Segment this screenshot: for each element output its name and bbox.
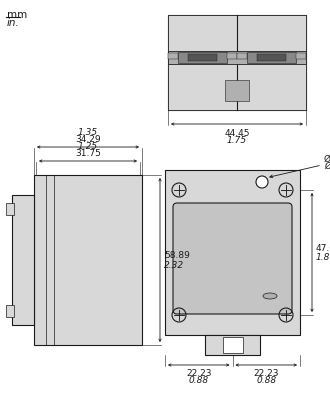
Text: 2.32: 2.32: [164, 260, 184, 270]
Text: 22.23: 22.23: [186, 369, 212, 378]
FancyBboxPatch shape: [173, 203, 292, 314]
Bar: [187, 54, 217, 62]
Bar: [178, 52, 227, 63]
Bar: [6, 305, 14, 317]
Bar: [168, 51, 306, 64]
Text: 58.89: 58.89: [164, 252, 190, 260]
Text: 22.23: 22.23: [253, 369, 279, 378]
Text: 0.88: 0.88: [256, 376, 276, 385]
Bar: [6, 203, 14, 215]
Bar: [168, 15, 306, 110]
Bar: [168, 15, 237, 51]
Bar: [165, 170, 300, 335]
Bar: [168, 64, 237, 110]
Text: Ø0.19: Ø0.19: [324, 162, 330, 171]
Bar: [237, 64, 306, 110]
Bar: [247, 52, 296, 63]
Text: 47.6: 47.6: [316, 244, 330, 253]
Text: 44.45: 44.45: [224, 129, 250, 138]
Bar: [168, 54, 178, 59]
Text: 34.29: 34.29: [75, 135, 101, 144]
Bar: [34, 175, 142, 345]
Bar: [222, 337, 243, 353]
Circle shape: [256, 176, 268, 188]
Text: 1.75: 1.75: [227, 136, 247, 145]
Text: 1.87: 1.87: [316, 253, 330, 262]
Bar: [12, 195, 34, 325]
Text: 1.25: 1.25: [78, 142, 98, 151]
Bar: [296, 54, 306, 59]
Bar: [205, 335, 260, 355]
Bar: [225, 80, 249, 101]
Text: 31.75: 31.75: [75, 149, 101, 158]
Bar: [237, 15, 306, 51]
Bar: [257, 54, 286, 62]
Ellipse shape: [263, 293, 277, 299]
Bar: [227, 54, 237, 59]
Text: in.: in.: [7, 18, 20, 28]
Text: 1.35: 1.35: [78, 128, 98, 137]
Bar: [237, 54, 247, 59]
Text: Ø4.9: Ø4.9: [324, 155, 330, 164]
Text: 0.88: 0.88: [189, 376, 209, 385]
Text: mm: mm: [7, 10, 27, 20]
